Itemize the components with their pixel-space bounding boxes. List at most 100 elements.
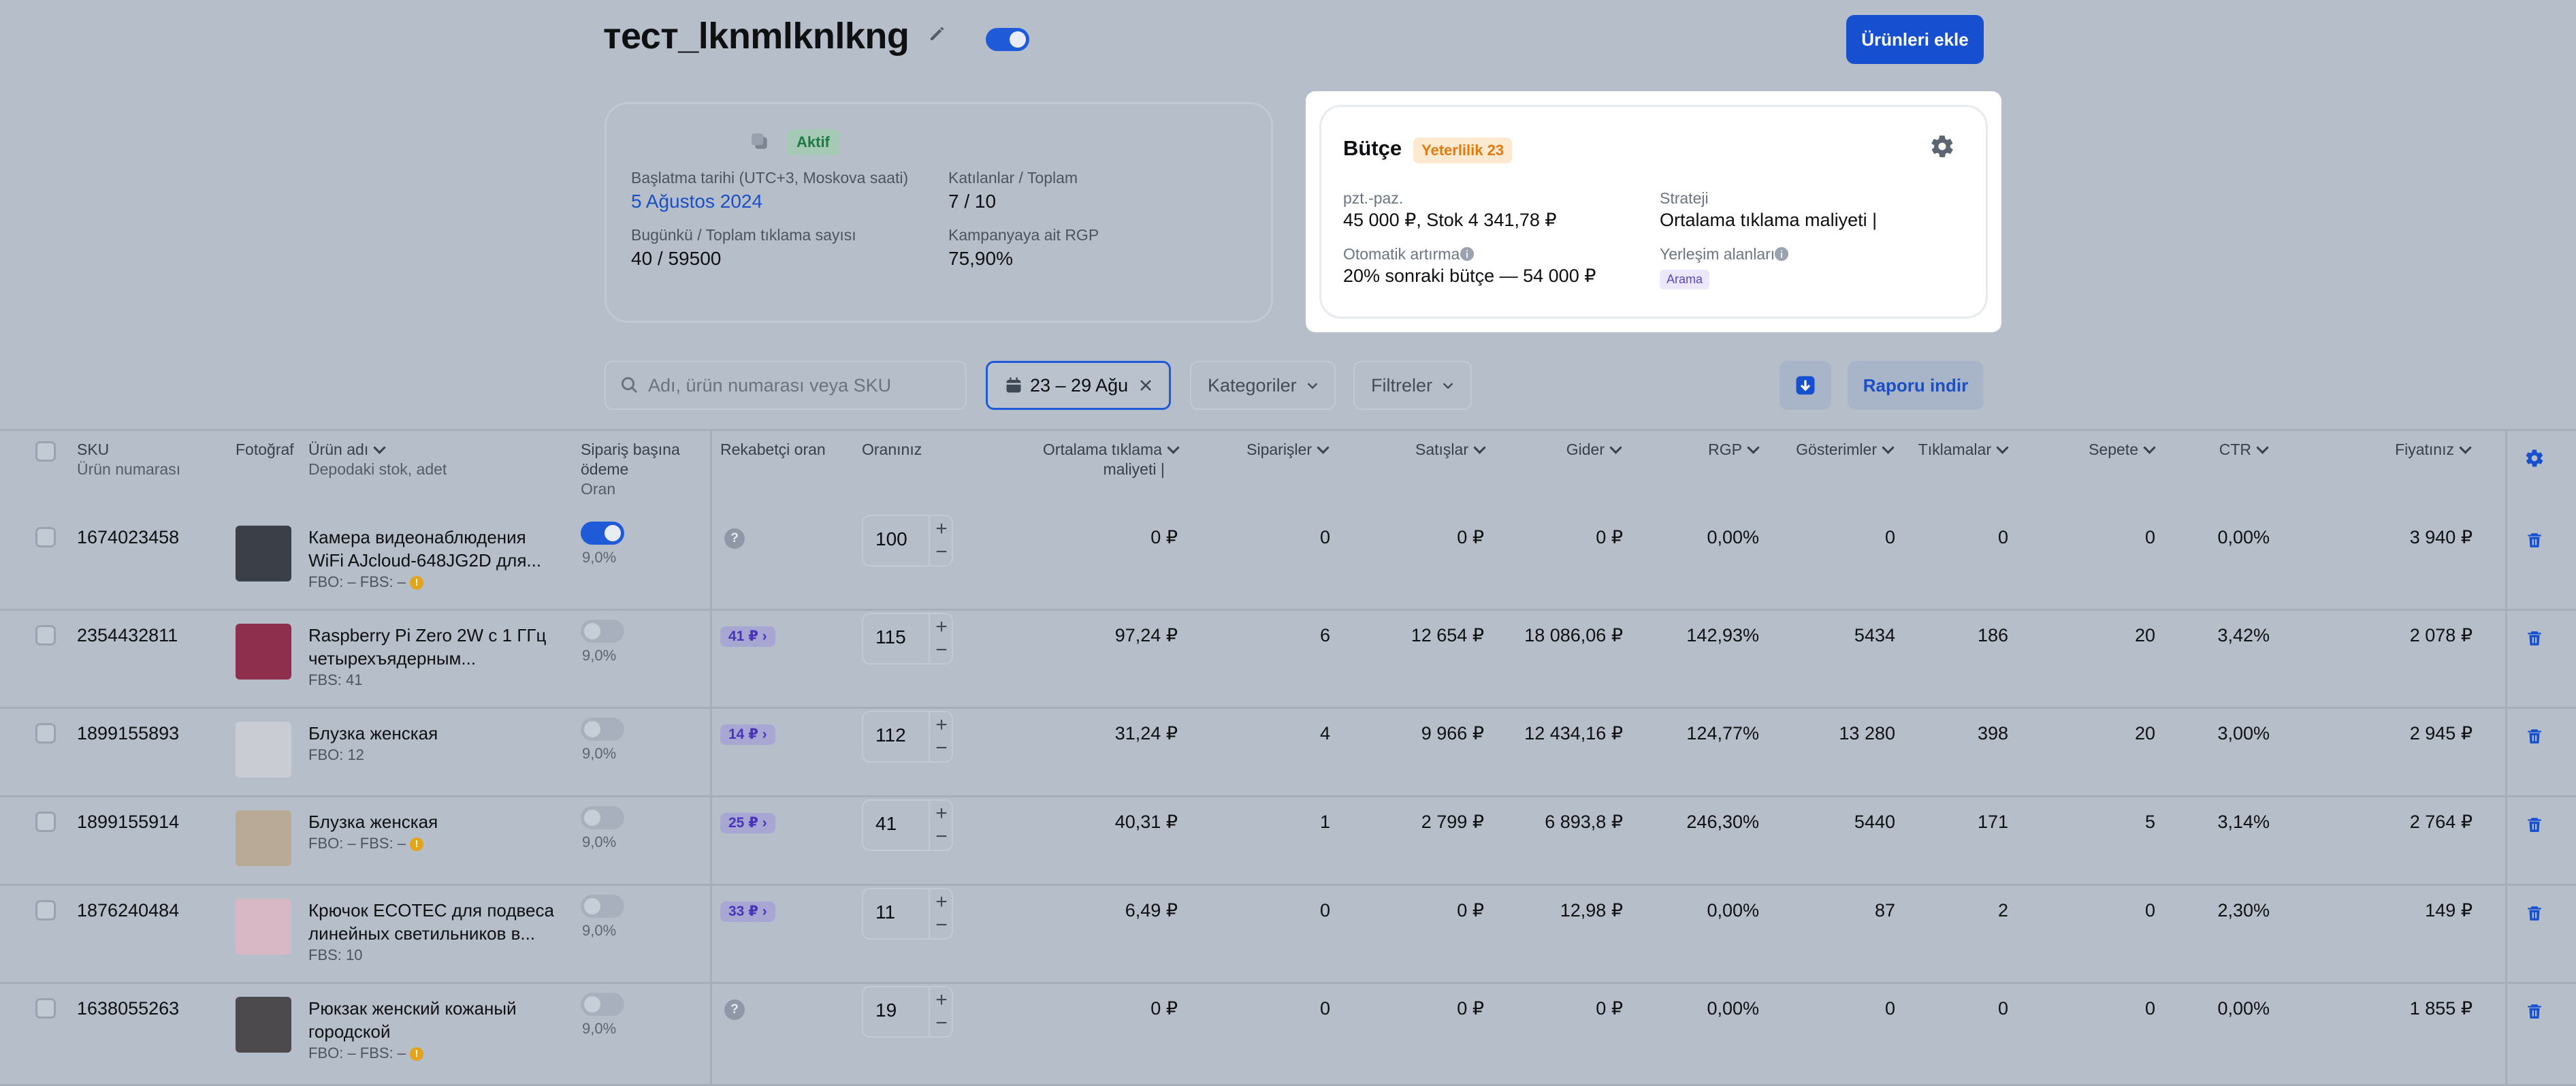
rate-value[interactable]: 100	[875, 528, 907, 549]
trash-icon[interactable]	[2526, 530, 2543, 550]
rate-stepper[interactable]: 112 + −	[862, 711, 953, 763]
product-photo[interactable]	[236, 624, 291, 680]
plus-icon[interactable]: +	[935, 891, 948, 913]
row-checkbox[interactable]	[35, 900, 56, 921]
start-date-value[interactable]: 5 Ağustos 2024	[631, 191, 763, 212]
order-payment-toggle[interactable]	[581, 620, 624, 643]
order-payment-toggle[interactable]	[581, 718, 624, 741]
cell-sku[interactable]: 2354432811	[77, 625, 178, 645]
product-photo[interactable]	[236, 526, 291, 581]
plus-icon[interactable]: +	[935, 517, 948, 540]
download-button[interactable]	[1780, 361, 1831, 410]
col-impressions[interactable]: Gösterimler	[1770, 440, 1895, 460]
settings-gear-icon[interactable]	[1929, 133, 1955, 159]
col-cart[interactable]: Sepete	[2015, 440, 2156, 460]
rate-stepper[interactable]: 41 + −	[862, 799, 953, 851]
competitor-rate-badge[interactable]: 14 ₽ ›	[720, 724, 775, 745]
date-range-button[interactable]: 23 – 29 Ağu	[986, 361, 1171, 410]
auto-increase-label: Otomatik artırma	[1343, 245, 1460, 263]
row-checkbox[interactable]	[35, 723, 56, 744]
col-avg-cpc[interactable]: Ortalama tıklama maliyeti |	[987, 440, 1180, 479]
rate-stepper[interactable]: 11 + −	[862, 888, 953, 940]
cell-product-name[interactable]: Блузка женская	[308, 723, 438, 744]
competitor-rate-badge[interactable]: 33 ₽ ›	[720, 901, 775, 922]
info-icon[interactable]	[1774, 246, 1789, 261]
download-report-button[interactable]: Raporu indir	[1848, 361, 1984, 410]
cell-sku[interactable]: 1674023458	[77, 527, 180, 547]
minus-icon[interactable]: −	[935, 737, 948, 759]
col-clicks[interactable]: Tıklamalar	[1898, 440, 2009, 460]
columns-settings-icon[interactable]	[2524, 448, 2545, 468]
product-photo[interactable]	[236, 810, 291, 866]
minus-icon[interactable]: −	[935, 1012, 948, 1034]
col-sales[interactable]: Satışlar	[1355, 440, 1486, 460]
trash-icon[interactable]	[2526, 814, 2543, 835]
plus-icon[interactable]: +	[935, 802, 948, 825]
pencil-icon[interactable]	[927, 23, 948, 44]
order-payment-toggle[interactable]	[581, 806, 624, 829]
cell-price: 2 078 ₽	[2409, 625, 2473, 645]
trash-icon[interactable]	[2526, 1001, 2543, 1021]
row-checkbox[interactable]	[35, 998, 56, 1019]
cell-product-name[interactable]: Камера видеонаблюдения WiFi AJcloud-648JG…	[308, 527, 542, 571]
rate-value[interactable]: 115	[875, 626, 906, 648]
minus-icon[interactable]: −	[935, 541, 948, 563]
trash-icon[interactable]	[2526, 628, 2543, 648]
row-checkbox[interactable]	[35, 625, 56, 645]
categories-dropdown[interactable]: Kategoriler	[1190, 361, 1336, 410]
search-input[interactable]: Adı, ürün numarası veya SKU	[605, 361, 967, 410]
budget-card[interactable]	[1319, 105, 1988, 319]
question-icon[interactable]: ?	[724, 528, 745, 549]
col-sku[interactable]: SKU Ürün numarası	[77, 441, 181, 478]
trash-icon[interactable]	[2526, 726, 2543, 746]
campaign-toggle[interactable]	[986, 28, 1029, 51]
rate-stepper[interactable]: 100 + −	[862, 515, 953, 566]
rate-value[interactable]: 19	[875, 1000, 897, 1021]
rate-value[interactable]: 11	[875, 901, 896, 923]
col-name[interactable]: Ürün adı Depodaki stok, adet	[308, 441, 447, 478]
competitor-rate-badge[interactable]: 41 ₽ ›	[720, 626, 775, 647]
copy-icon[interactable]	[749, 131, 771, 153]
product-photo[interactable]	[236, 899, 291, 955]
plus-icon[interactable]: +	[935, 714, 948, 736]
col-ctr[interactable]: CTR	[2165, 440, 2269, 460]
plus-icon[interactable]: +	[935, 616, 948, 638]
rate-value[interactable]: 41	[875, 813, 897, 834]
product-photo[interactable]	[236, 997, 291, 1053]
minus-icon[interactable]: −	[935, 825, 948, 848]
cell-sales: 0 ₽	[1457, 527, 1484, 547]
product-photo[interactable]	[236, 722, 291, 778]
rate-stepper[interactable]: 115 + −	[862, 613, 953, 665]
cell-sku[interactable]: 1899155893	[77, 723, 180, 744]
question-icon[interactable]: ?	[724, 1000, 745, 1020]
cell-sku[interactable]: 1899155914	[77, 812, 180, 832]
trash-icon[interactable]	[2526, 903, 2543, 923]
minus-icon[interactable]: −	[935, 914, 948, 936]
cell-product-name[interactable]: Рюкзак женский кожаный городской	[308, 998, 517, 1042]
cell-sku[interactable]: 1638055263	[77, 998, 180, 1019]
filters-dropdown[interactable]: Filtreler	[1353, 361, 1472, 410]
cell-product-name[interactable]: Raspberry Pi Zero 2W с 1 ГГц четырехъядер…	[308, 625, 547, 669]
cell-sku[interactable]: 1876240484	[77, 900, 180, 921]
row-checkbox[interactable]	[35, 527, 56, 547]
competitor-rate-badge[interactable]: 25 ₽ ›	[720, 813, 775, 833]
order-payment-toggle[interactable]	[581, 522, 624, 545]
col-price[interactable]: Fiyatınız	[2328, 440, 2472, 460]
cell-stock: FBO: 12	[308, 746, 364, 763]
close-icon[interactable]	[1138, 377, 1154, 394]
rate-value[interactable]: 112	[875, 724, 906, 746]
cell-product-name[interactable]: Крючок ECOTEC для подвеса линейных светил…	[308, 900, 554, 944]
plus-icon[interactable]: +	[935, 989, 948, 1011]
info-icon[interactable]	[1460, 246, 1475, 261]
select-all-checkbox[interactable]	[35, 441, 56, 462]
col-rgp[interactable]: RGP	[1634, 440, 1760, 460]
add-products-button[interactable]: Ürünleri ekle	[1846, 15, 1984, 64]
rate-stepper[interactable]: 19 + −	[862, 986, 953, 1038]
cell-product-name[interactable]: Блузка женская	[308, 812, 438, 832]
col-expense[interactable]: Gider	[1498, 440, 1622, 460]
order-payment-toggle[interactable]	[581, 895, 624, 918]
row-checkbox[interactable]	[35, 812, 56, 832]
minus-icon[interactable]: −	[935, 639, 948, 661]
col-orders[interactable]: Siparişler	[1205, 440, 1330, 460]
order-payment-toggle[interactable]	[581, 993, 624, 1016]
